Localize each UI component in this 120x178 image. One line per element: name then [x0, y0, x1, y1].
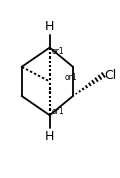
- Text: H: H: [45, 20, 54, 33]
- Text: or1: or1: [65, 73, 77, 82]
- Text: H: H: [45, 130, 54, 143]
- Text: Cl: Cl: [105, 69, 117, 82]
- Text: or1: or1: [52, 47, 65, 56]
- Text: or1: or1: [52, 107, 65, 116]
